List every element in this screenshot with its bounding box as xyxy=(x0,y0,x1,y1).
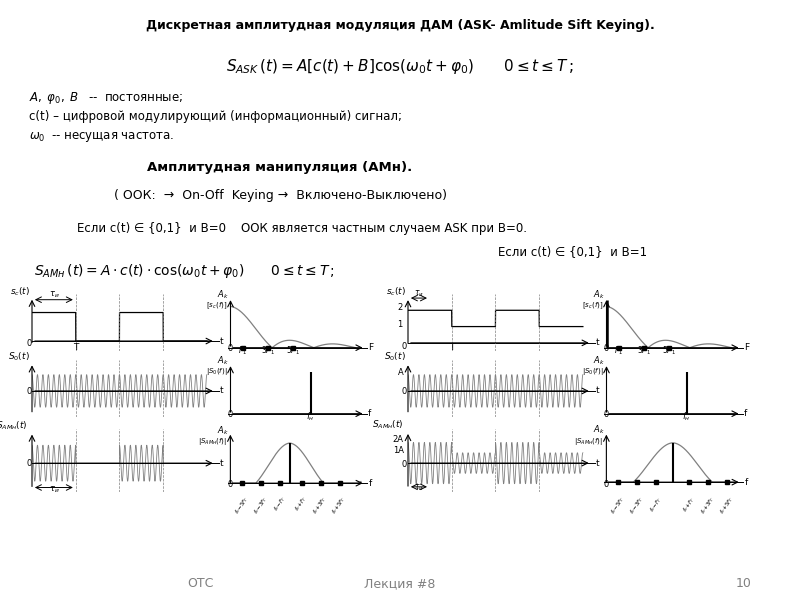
Text: $\tau_и$: $\tau_и$ xyxy=(414,483,424,493)
Text: $f_н{-}3F_Г$: $f_н{-}3F_Г$ xyxy=(628,495,646,517)
Text: $S_{АМн}\,(t) = A\cdot c(t)\cdot\cos\!\left(\omega_0 t+\varphi_0\right)$$\qquad : $S_{АМн}\,(t) = A\cdot c(t)\cdot\cos\!\l… xyxy=(34,263,335,280)
Text: 0: 0 xyxy=(26,387,32,396)
Text: $f_н{-}3F_Г$: $f_н{-}3F_Г$ xyxy=(252,494,270,516)
Text: 0: 0 xyxy=(26,460,32,469)
Text: $f_н$: $f_н$ xyxy=(682,411,690,424)
Text: $[s_c(f)]$: $[s_c(f)]$ xyxy=(206,301,227,311)
Text: f: f xyxy=(744,409,747,418)
Text: $A_k$: $A_k$ xyxy=(594,355,606,367)
Text: $\tau_и$: $\tau_и$ xyxy=(49,484,59,494)
Text: 0: 0 xyxy=(402,341,406,350)
Text: Амплитудная манипуляция (АМн).: Амплитудная манипуляция (АМн). xyxy=(147,161,413,174)
Text: t: t xyxy=(219,337,223,346)
Text: $s_c(t)$: $s_c(t)$ xyxy=(10,285,30,298)
Text: $S_0(t)$: $S_0(t)$ xyxy=(8,350,30,363)
Text: $s_c(t)$: $s_c(t)$ xyxy=(386,285,406,298)
Text: f: f xyxy=(744,478,747,487)
Text: $3F_1$: $3F_1$ xyxy=(261,344,275,357)
Text: 0: 0 xyxy=(603,344,609,353)
Text: $f_н{-}F_Г$: $f_н{-}F_Г$ xyxy=(648,495,665,514)
Text: $f_н$: $f_н$ xyxy=(306,411,314,424)
Text: $S_0(t)$: $S_0(t)$ xyxy=(384,350,406,363)
Text: F: F xyxy=(744,343,750,352)
Text: 0: 0 xyxy=(603,480,609,489)
Text: $A_k$: $A_k$ xyxy=(218,424,229,437)
Text: $\omega_0\;$ -- несущая частота.: $\omega_0\;$ -- несущая частота. xyxy=(29,130,174,144)
Text: ( ООК:  →  On-Off  Keying →  Включено-Выключено): ( ООК: → On-Off Keying → Включено-Выключ… xyxy=(114,189,446,202)
Text: Если c(t) ∈ {0,1}  и B=1: Если c(t) ∈ {0,1} и B=1 xyxy=(498,245,647,259)
Text: 2A: 2A xyxy=(393,436,404,445)
Text: T: T xyxy=(449,343,454,352)
Text: $A,\;\varphi_0,\;B\;$  --  постоянные;: $A,\;\varphi_0,\;B\;$ -- постоянные; xyxy=(29,90,183,106)
Text: A: A xyxy=(398,368,404,377)
Text: $|S_{АМн}(f)|$: $|S_{АМн}(f)|$ xyxy=(198,436,227,447)
Text: $f_н{+}5F_Г$: $f_н{+}5F_Г$ xyxy=(718,495,737,517)
Text: $[s_c(f)]$: $[s_c(f)]$ xyxy=(582,301,603,311)
Text: 0: 0 xyxy=(227,344,233,353)
Text: $f_н{+}3F_Г$: $f_н{+}3F_Г$ xyxy=(311,494,330,516)
Text: $A_k$: $A_k$ xyxy=(594,424,605,436)
Text: t: t xyxy=(595,458,599,467)
Text: T: T xyxy=(73,343,78,352)
Text: $f_н{+}F_Г$: $f_н{+}F_Г$ xyxy=(681,495,698,514)
Text: $f_н{-}F_Г$: $f_н{-}F_Г$ xyxy=(272,494,289,513)
Text: ОТС: ОТС xyxy=(187,577,213,590)
Text: f: f xyxy=(368,409,371,418)
Text: $f_н{+}3F_Г$: $f_н{+}3F_Г$ xyxy=(699,495,718,517)
Text: $5F_1$: $5F_1$ xyxy=(286,344,300,357)
Text: 0: 0 xyxy=(227,410,233,419)
Text: Дискретная амплитудная модуляция ДАМ (ASK- Amlitude Sift Keying).: Дискретная амплитудная модуляция ДАМ (AS… xyxy=(146,19,654,32)
Text: $|S_{АМн}(f)|$: $|S_{АМн}(f)|$ xyxy=(574,436,603,447)
Text: 0: 0 xyxy=(603,410,609,419)
Text: $\tau_и$: $\tau_и$ xyxy=(49,290,59,301)
Text: $F_1$: $F_1$ xyxy=(614,344,624,357)
Text: $S_{ASK}\,(t) = A\left[c(t)+B\right]\cos\!\left(\omega_0 t+\varphi_0\right)$$\qq: $S_{ASK}\,(t) = A\left[c(t)+B\right]\cos… xyxy=(226,56,574,76)
Text: $|S_0(f)|$: $|S_0(f)|$ xyxy=(582,366,603,377)
Text: c(t) – цифровой модулирующий (информационный) сигнал;: c(t) – цифровой модулирующий (информацио… xyxy=(29,110,402,123)
Text: 0: 0 xyxy=(227,480,233,489)
Text: 10: 10 xyxy=(736,577,752,590)
Text: $5F_1$: $5F_1$ xyxy=(662,344,676,357)
Text: $f_н{+}5F_Г$: $f_н{+}5F_Г$ xyxy=(330,494,349,516)
Text: Если c(t) ∈ {0,1}  и B=0    ООК является частным случаем ASK при B=0.: Если c(t) ∈ {0,1} и B=0 ООК является час… xyxy=(77,222,526,235)
Text: 0: 0 xyxy=(402,460,406,469)
Text: 2: 2 xyxy=(397,303,402,312)
Text: t: t xyxy=(595,338,599,347)
Text: 1A: 1A xyxy=(393,446,404,455)
Text: $S_{АМн}(t)$: $S_{АМн}(t)$ xyxy=(372,419,404,431)
Text: $A_k$: $A_k$ xyxy=(218,355,230,367)
Text: $F_1$: $F_1$ xyxy=(238,344,248,357)
Text: 1: 1 xyxy=(397,320,402,329)
Text: f: f xyxy=(368,479,371,488)
Text: 0: 0 xyxy=(402,387,406,396)
Text: $f_н{+}F_Г$: $f_н{+}F_Г$ xyxy=(293,494,310,513)
Text: t: t xyxy=(219,458,223,468)
Text: $\tau_и$: $\tau_и$ xyxy=(414,289,424,299)
Text: Лекция #8: Лекция #8 xyxy=(364,577,436,590)
Text: 0: 0 xyxy=(26,339,32,348)
Text: F: F xyxy=(368,343,374,352)
Text: $|S_0(f)|$: $|S_0(f)|$ xyxy=(206,366,227,377)
Text: $S_{АМн}(t)$: $S_{АМн}(t)$ xyxy=(0,420,28,432)
Text: t: t xyxy=(595,386,599,395)
Text: $A_k$: $A_k$ xyxy=(594,289,606,301)
Text: $3F_1$: $3F_1$ xyxy=(637,344,651,357)
Text: $f_н{-}5F_Г$: $f_н{-}5F_Г$ xyxy=(233,494,252,516)
Text: t: t xyxy=(219,386,223,395)
Text: $f_н{-}5F_Г$: $f_н{-}5F_Г$ xyxy=(609,495,628,517)
Text: $A_k$: $A_k$ xyxy=(218,289,230,301)
